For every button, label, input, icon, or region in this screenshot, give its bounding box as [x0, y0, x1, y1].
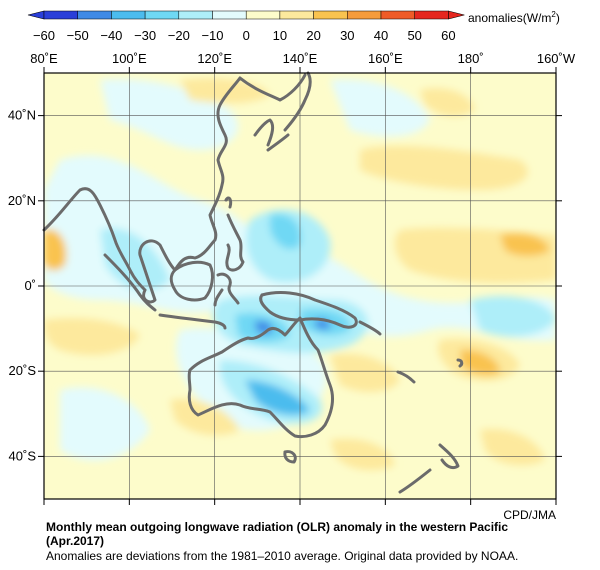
coast-philippines [225, 213, 245, 272]
colorbar-box [313, 10, 348, 20]
area-pos-4 [500, 233, 550, 256]
area-neg-light-1 [44, 155, 556, 341]
coast-new-guinea [259, 291, 358, 329]
figure-title-line1: Monthly mean outgoing longwave radiation… [46, 520, 509, 534]
latitude-labels: 40˚N 20˚N 0˚ 20˚S 40˚S [8, 108, 562, 463]
area-pos-12 [330, 438, 395, 471]
colorbar-box [178, 10, 213, 20]
colorbar-box [43, 10, 78, 20]
coast-sumatra [103, 253, 157, 312]
lon-label: 140˚E [283, 51, 318, 66]
colorbar-tick-label: 50 [407, 28, 421, 43]
coast-japan [266, 71, 312, 152]
colorbar-tick-label: 10 [273, 28, 287, 43]
colorbar-box [111, 10, 146, 20]
figure-note: Anomalies are deviations from the 1981–2… [46, 549, 519, 563]
coast-borneo [169, 260, 214, 302]
colorbar-box [144, 10, 180, 20]
colorbar-tick-label: −50 [67, 28, 89, 43]
colorbar-tick-label: 60 [441, 28, 455, 43]
area-pos-8 [360, 145, 528, 190]
colorbar-box [279, 10, 314, 20]
coast-new-zealand [398, 443, 460, 494]
coast-new-caledonia [396, 370, 416, 384]
colorbar-unit: anomalies(W/m2) [468, 10, 560, 25]
coast-tasmania [283, 450, 297, 464]
area-neg-light-4 [330, 79, 430, 137]
colorbar-tick-label: −60 [33, 28, 55, 43]
colorbar-ticks: −60 −50 −40 −30 −20 −10 0 10 20 30 40 50 60 [33, 28, 456, 43]
coast-taiwan [224, 196, 233, 209]
colorbar-tick-label: 20 [306, 28, 320, 43]
colorbar-boxes [27, 10, 465, 20]
figure-title: Monthly mean outgoing longwave radiation… [46, 520, 586, 548]
colorbar-tick-label: 0 [243, 28, 250, 43]
area-pos-6 [460, 349, 500, 376]
lon-label: 80˚E [30, 51, 58, 66]
colorbar-arrow-left [27, 10, 45, 20]
lon-label: 100˚E [112, 51, 147, 66]
area-neg-light-5 [60, 387, 150, 461]
colorbar-box [77, 10, 112, 20]
area-pos-1 [44, 229, 67, 271]
colorbar-tick-label: −10 [201, 28, 223, 43]
olr-anomaly-map: 80˚E 100˚E 120˚E 140˚E 160˚E 180˚ 160˚W 40˚N 20… [8, 51, 576, 505]
colorbar: −60 −50 −40 −30 −20 −10 0 10 20 30 40 50 60 anomalie… [27, 10, 560, 43]
coast-fiji [456, 358, 464, 368]
colorbar-tick-label: −20 [168, 28, 190, 43]
coast-korea [253, 118, 275, 147]
lon-label: 120˚E [197, 51, 232, 66]
area-pos-2 [44, 318, 140, 355]
colorbar-box [212, 10, 247, 20]
colorbar-tick-label: −30 [134, 28, 156, 43]
colorbar-tick-label: −40 [100, 28, 122, 43]
coast-sulawesi [213, 272, 240, 307]
area-pos-11 [170, 399, 240, 436]
area-pos-7 [330, 353, 400, 392]
colorbar-box [414, 10, 449, 20]
area-neg-strong-4 [245, 380, 310, 416]
coast-java [158, 313, 227, 330]
lon-label: 160˚W [537, 51, 576, 66]
colorbar-tick-label: 30 [340, 28, 354, 43]
lat-label: 20˚N [8, 193, 36, 208]
lat-label: 0˚ [24, 278, 36, 293]
lon-label: 180˚ [458, 51, 484, 66]
area-neg-strong-3 [270, 214, 301, 250]
grid-lines [44, 73, 556, 499]
coast-australia [187, 316, 334, 439]
colorbar-box [347, 10, 382, 20]
colorbar-tick-label: 40 [374, 28, 388, 43]
area-neg-mid-4 [470, 296, 556, 337]
lat-label: 40˚N [8, 108, 36, 123]
coast-solomon-islands [358, 320, 382, 336]
coast-asia [42, 73, 307, 304]
longitude-labels: 80˚E 100˚E 120˚E 140˚E 160˚E 180˚ 160˚W [30, 51, 576, 505]
coastlines [42, 71, 464, 494]
figure-title-line2: (Apr.2017) [46, 534, 105, 548]
credit-label: CPD/JMA [503, 508, 556, 522]
lat-label: 40˚S [9, 448, 37, 463]
colorbar-arrow-right [448, 10, 465, 20]
colorbar-box [245, 10, 281, 20]
lat-label: 20˚S [9, 363, 37, 378]
area-pos-10 [420, 88, 475, 117]
lon-label: 160˚E [368, 51, 403, 66]
colorbar-box [380, 10, 415, 20]
